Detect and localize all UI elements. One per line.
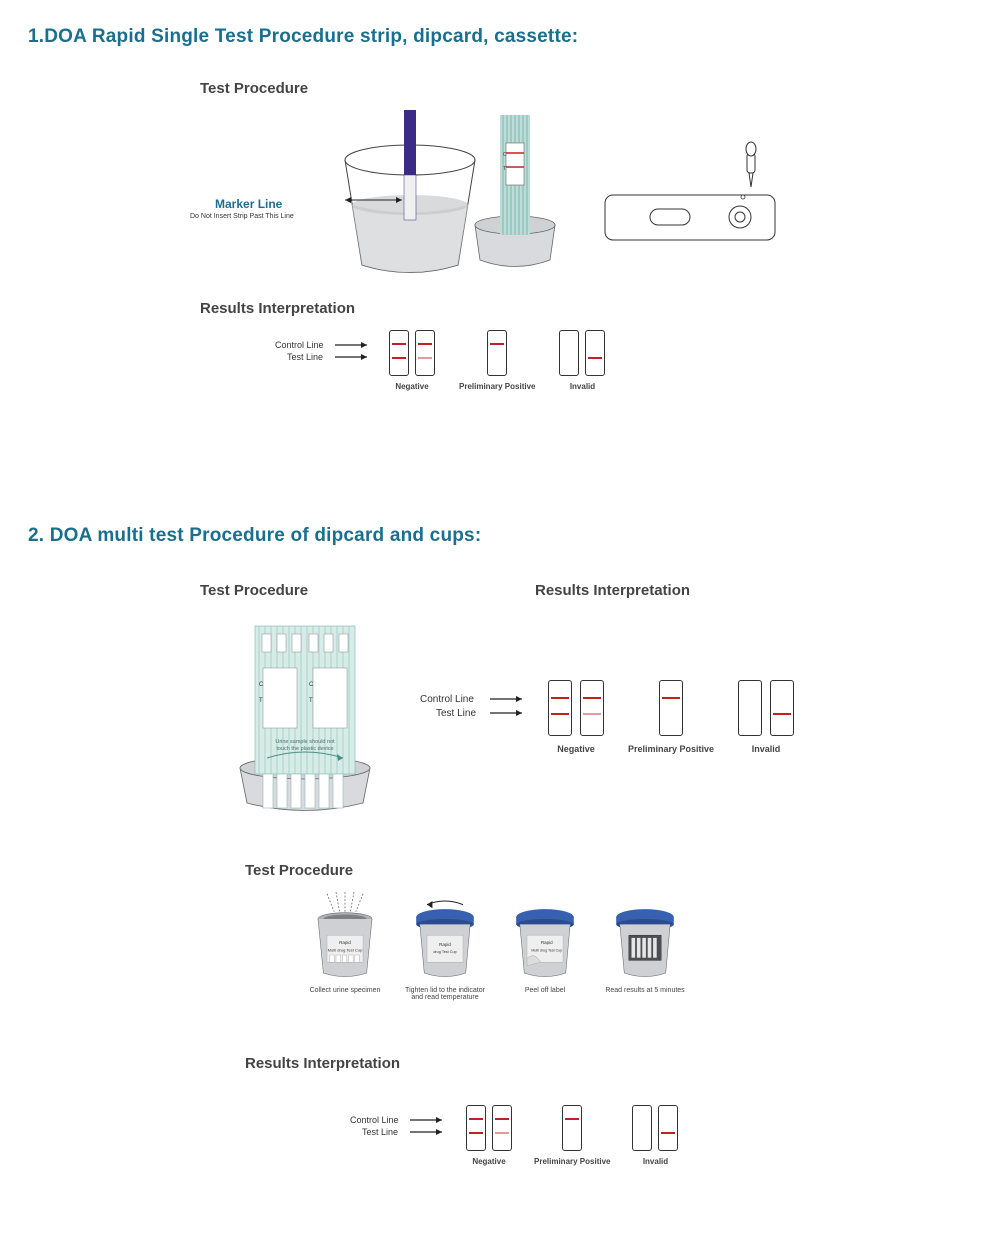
section2-results-block: Control Line Test Line Negative Prelimin… [420,680,794,754]
result-label: Negative [389,382,435,391]
section1-results-label: Results Interpretation [200,300,355,317]
cup-step: Read results at 5 minutes [600,892,690,1001]
svg-text:touch the plastic device: touch the plastic device [276,746,333,752]
result-group-negative: Negative [389,330,435,391]
result-strip [659,680,683,736]
result-strip [580,680,604,736]
cup-steps-row: Rapid Multi drug Test Cup Collect urine … [300,892,690,1001]
result-label: Invalid [559,382,605,391]
result-group-invalid: Invalid [632,1105,678,1166]
section1-tp-label: Test Procedure [200,80,308,97]
svg-text:T: T [503,166,506,172]
svg-text:Rapid: Rapid [541,940,553,945]
marker-line-sublabel: Do Not Insert Strip Past This Line [190,213,294,220]
cup-step-caption: Peel off label [500,987,590,994]
svg-text:T: T [309,698,313,704]
result-strip [492,1105,512,1151]
result-strip [466,1105,486,1151]
svg-text:Test Line: Test Line [287,352,323,362]
result-label: Negative [548,744,604,754]
svg-text:Test Line: Test Line [436,708,476,719]
svg-text:C: C [309,682,314,688]
cup-step-2-icon: Rapid drug Test Cup [400,892,490,982]
result-group-invalid: Invalid [559,330,605,391]
svg-text:C: C [503,152,507,158]
result-strip [770,680,794,736]
section1-diagram-row: Marker Line Do Not Insert Strip Past Thi… [200,105,800,285]
result-group-negative: Negative [466,1105,512,1166]
svg-text:Rapid: Rapid [339,940,351,945]
svg-text:T: T [259,698,263,704]
section2-results-block-2: Control Line Test Line Negative Prelimin… [350,1105,678,1166]
section2-title: 2. DOA multi test Procedure of dipcard a… [28,525,481,547]
cassette-diagram [595,105,795,285]
result-strip [487,330,507,376]
result-label: Invalid [738,744,794,754]
result-group-positive: Preliminary Positive [459,330,535,391]
svg-text:Control Line: Control Line [420,694,474,705]
result-label: Negative [466,1157,512,1166]
result-strip [562,1105,582,1151]
svg-text:Control Line: Control Line [350,1115,399,1125]
svg-text:Multi drug Test Cup: Multi drug Test Cup [328,947,363,952]
svg-text:Test Line: Test Line [362,1127,398,1137]
result-label: Preliminary Positive [628,744,714,754]
section2-results-label: Results Interpretation [535,582,690,599]
results-line-labels-2: Control Line Test Line [420,680,530,740]
cup-step-caption: Tighten lid to the indicator and read te… [400,987,490,1001]
svg-text:Multi drug Test Cup: Multi drug Test Cup [531,948,562,952]
section2-results-label-2: Results Interpretation [245,1055,400,1072]
result-strip [389,330,409,376]
marker-line-label: Marker Line [215,197,282,211]
result-strip [658,1105,678,1151]
svg-text:Control Line: Control Line [275,340,324,350]
result-group-invalid: Invalid [738,680,794,754]
result-group-positive: Preliminary Positive [628,680,714,754]
section2-tp-label-2: Test Procedure [245,862,353,879]
result-strip [632,1105,652,1151]
svg-text:drug Test Cup: drug Test Cup [433,950,456,954]
section1-title: 1.DOA Rapid Single Test Procedure strip,… [28,26,578,48]
svg-text:Rapid: Rapid [439,942,451,947]
cup-step: Rapid drug Test Cup Tighten lid to the i… [400,892,490,1001]
svg-text:Urine sample should not: Urine sample should not [275,739,335,745]
result-group-positive: Preliminary Positive [534,1105,610,1166]
cup-step-caption: Read results at 5 minutes [600,987,690,994]
svg-text:C: C [259,682,264,688]
results-line-labels-1: Control Line Test Line [275,330,375,385]
dipcard-diagram: C T [455,105,575,285]
cup-step: Rapid Multi drug Test Cup Peel off label [500,892,590,1001]
result-strip [559,330,579,376]
section1-results-block: Control Line Test Line Negative Prelimin… [275,330,605,391]
cup-step-caption: Collect urine specimen [300,987,390,994]
cup-step-1-icon: Rapid Multi drug Test Cup [300,892,390,982]
result-label: Preliminary Positive [459,382,535,391]
multi-dipcard-diagram: C T C T Urine sample should not touch th… [225,618,385,818]
results-line-labels-3: Control Line Test Line [350,1105,450,1160]
section2-tp-label: Test Procedure [200,582,308,599]
result-strip [415,330,435,376]
result-strip [548,680,572,736]
result-label: Invalid [632,1157,678,1166]
result-label: Preliminary Positive [534,1157,610,1166]
result-group-negative: Negative [548,680,604,754]
cup-step-3-icon: Rapid Multi drug Test Cup [500,892,590,982]
result-strip [738,680,762,736]
cup-step: Rapid Multi drug Test Cup Collect urine … [300,892,390,1001]
cup-step-4-icon [600,892,690,982]
result-strip [585,330,605,376]
